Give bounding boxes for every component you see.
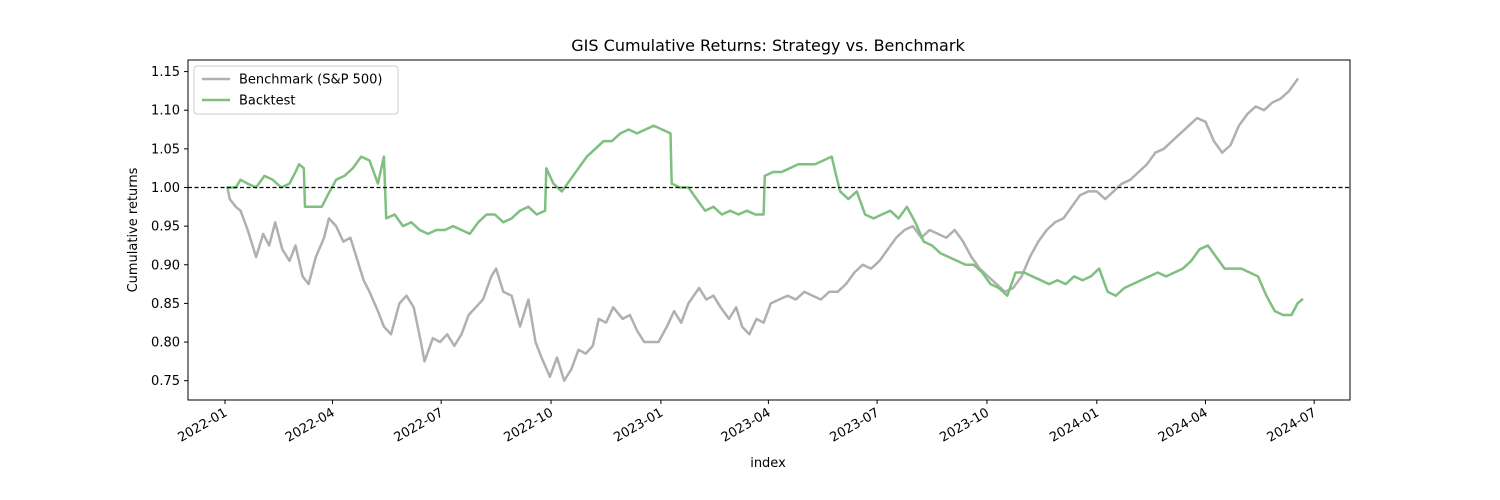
x-tick-label: 2024-07 [1265,405,1320,445]
x-tick-label: 2022-01 [175,405,230,445]
x-tick-label: 2024-04 [1156,405,1211,445]
x-tick-label: 2022-10 [502,405,557,445]
x-axis: 2022-01 2022-04 2022-07 2022-10 2023-01 2023-… [175,400,1319,446]
legend: Benchmark (S&P 500) Backtest [193,65,399,115]
series-line-benchmark [226,78,1299,382]
x-tick-label: 2024-01 [1047,405,1102,445]
y-tick-label: 0.90 [151,258,180,273]
y-tick-label: 1.15 [151,65,180,80]
x-tick-label: 2022-07 [392,405,447,445]
y-tick-label: 0.85 [151,297,180,312]
legend-label-backtest: Backtest [239,94,296,109]
series-layer [226,78,1304,382]
x-tick-label: 2023-07 [828,405,883,445]
plot-frame [187,59,1351,401]
x-tick-label: 2022-04 [283,405,338,445]
y-tick-label: 1.05 [151,142,180,157]
series-line-backtest [226,124,1304,317]
y-tick-label: 0.95 [151,220,180,235]
y-tick-label: 1.00 [151,181,180,196]
y-tick-label: 1.10 [151,104,180,119]
y-tick-label: 0.80 [151,336,180,351]
x-tick-label: 2023-10 [937,405,992,445]
y-tick-label: 0.75 [151,374,180,389]
x-tick-label: 2023-01 [611,405,666,445]
y-axis-label: Cumulative returns [126,167,141,292]
legend-box [193,65,399,115]
y-axis: 0.75 0.80 0.85 0.90 0.95 1.00 1.05 1.10 1.15 [151,65,188,389]
x-tick-label: 2023-04 [719,405,774,445]
x-axis-label: index [750,456,786,471]
legend-label-benchmark: Benchmark (S&P 500) [239,73,383,88]
chart-title: GIS Cumulative Returns: Strategy vs. Ben… [571,36,965,55]
